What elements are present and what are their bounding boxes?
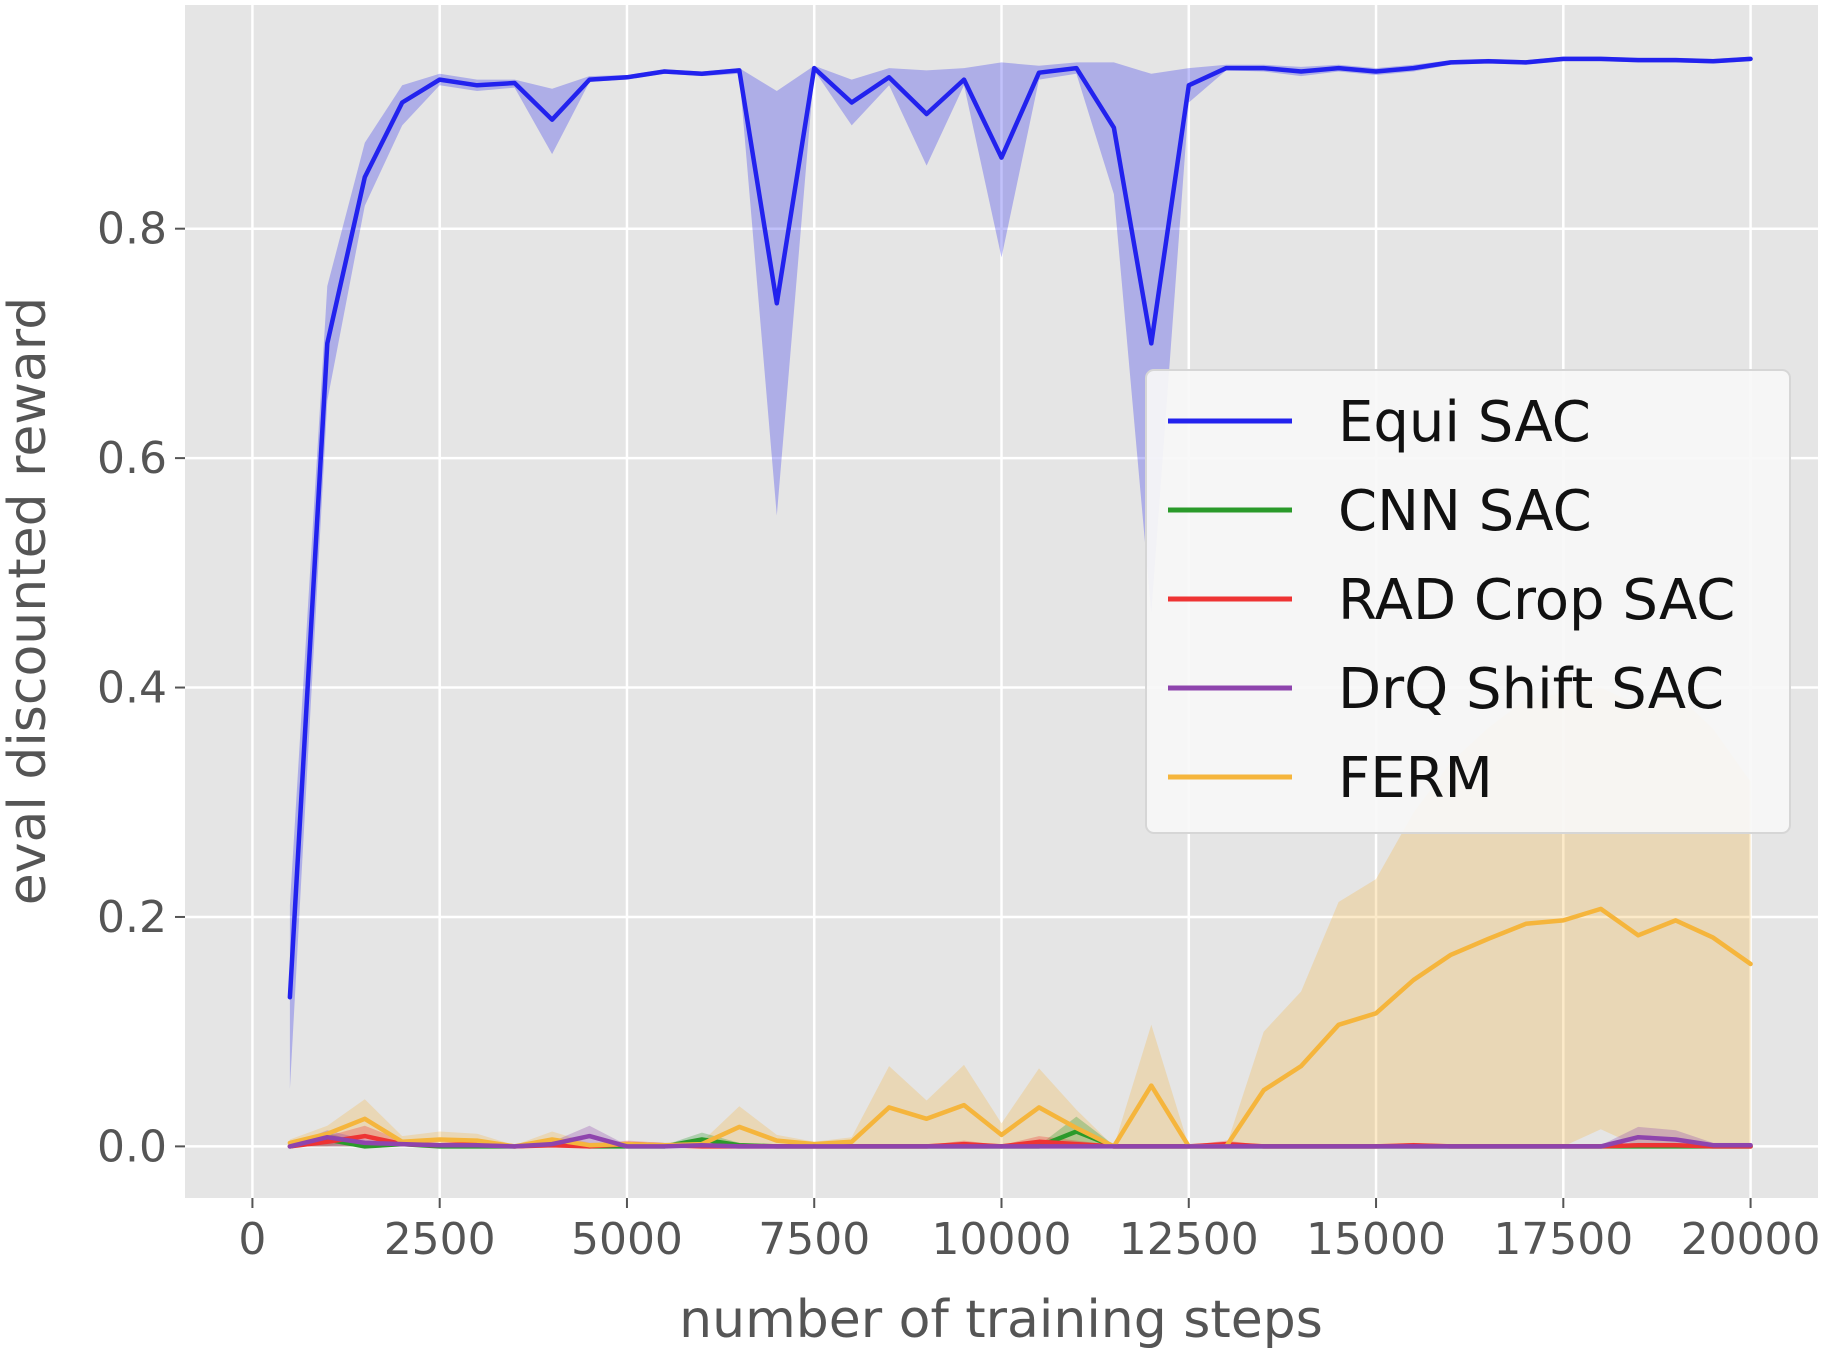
x-tick-label: 2500: [384, 1214, 496, 1265]
legend: Equi SAC CNN SAC RAD Crop SAC DrQ Shift SAC…: [1145, 369, 1791, 834]
y-tick-label: 0.4: [97, 663, 167, 714]
x-tick-label: 5000: [571, 1214, 683, 1265]
y-tick-label: 0.0: [97, 1121, 167, 1172]
y-axis-label: eval discounted reward: [0, 297, 58, 906]
legend-item-ferm: FERM: [1168, 746, 1493, 811]
x-axis-label: number of training steps: [679, 1290, 1323, 1350]
legend-item-drq-shift-sac: DrQ Shift SAC: [1168, 657, 1724, 722]
x-tick-label: 15000: [1306, 1214, 1446, 1265]
band-ferm: [289, 687, 1751, 1147]
legend-box: [1145, 369, 1791, 834]
y-tick-label: 0.2: [97, 892, 167, 943]
line-drq-shift-sac: [287, 1133, 1753, 1149]
legend-label: RAD Crop SAC: [1338, 568, 1735, 633]
x-tick-label: 12500: [1119, 1214, 1259, 1265]
series-lines: [287, 56, 1753, 1149]
legend-label: FERM: [1338, 746, 1493, 811]
line-ferm: [287, 906, 1753, 1149]
legend-label: Equi SAC: [1338, 390, 1591, 455]
legend-label: CNN SAC: [1338, 479, 1592, 544]
x-tick-label: 10000: [932, 1214, 1072, 1265]
x-tick-label: 7500: [758, 1214, 870, 1265]
y-tick-label: 0.6: [97, 433, 167, 484]
line-equi-sac: [287, 56, 1753, 1000]
x-tick-label: 20000: [1681, 1214, 1821, 1265]
x-tick-label: 0: [238, 1214, 266, 1265]
x-tick-label: 17500: [1493, 1214, 1633, 1265]
legend-item-equi-sac: Equi SAC: [1168, 390, 1591, 455]
x-axis-ticks: 0 2500 5000 7500 10000 12500 15000 17500 20000: [238, 1198, 1821, 1265]
legend-item-cnn-sac: CNN SAC: [1168, 479, 1592, 544]
y-axis-ticks: 0.0 0.2 0.4 0.6 0.8: [97, 204, 185, 1172]
legend-item-rad-crop-sac: RAD Crop SAC: [1168, 568, 1735, 633]
y-tick-label: 0.8: [97, 204, 167, 255]
legend-label: DrQ Shift SAC: [1338, 657, 1724, 722]
